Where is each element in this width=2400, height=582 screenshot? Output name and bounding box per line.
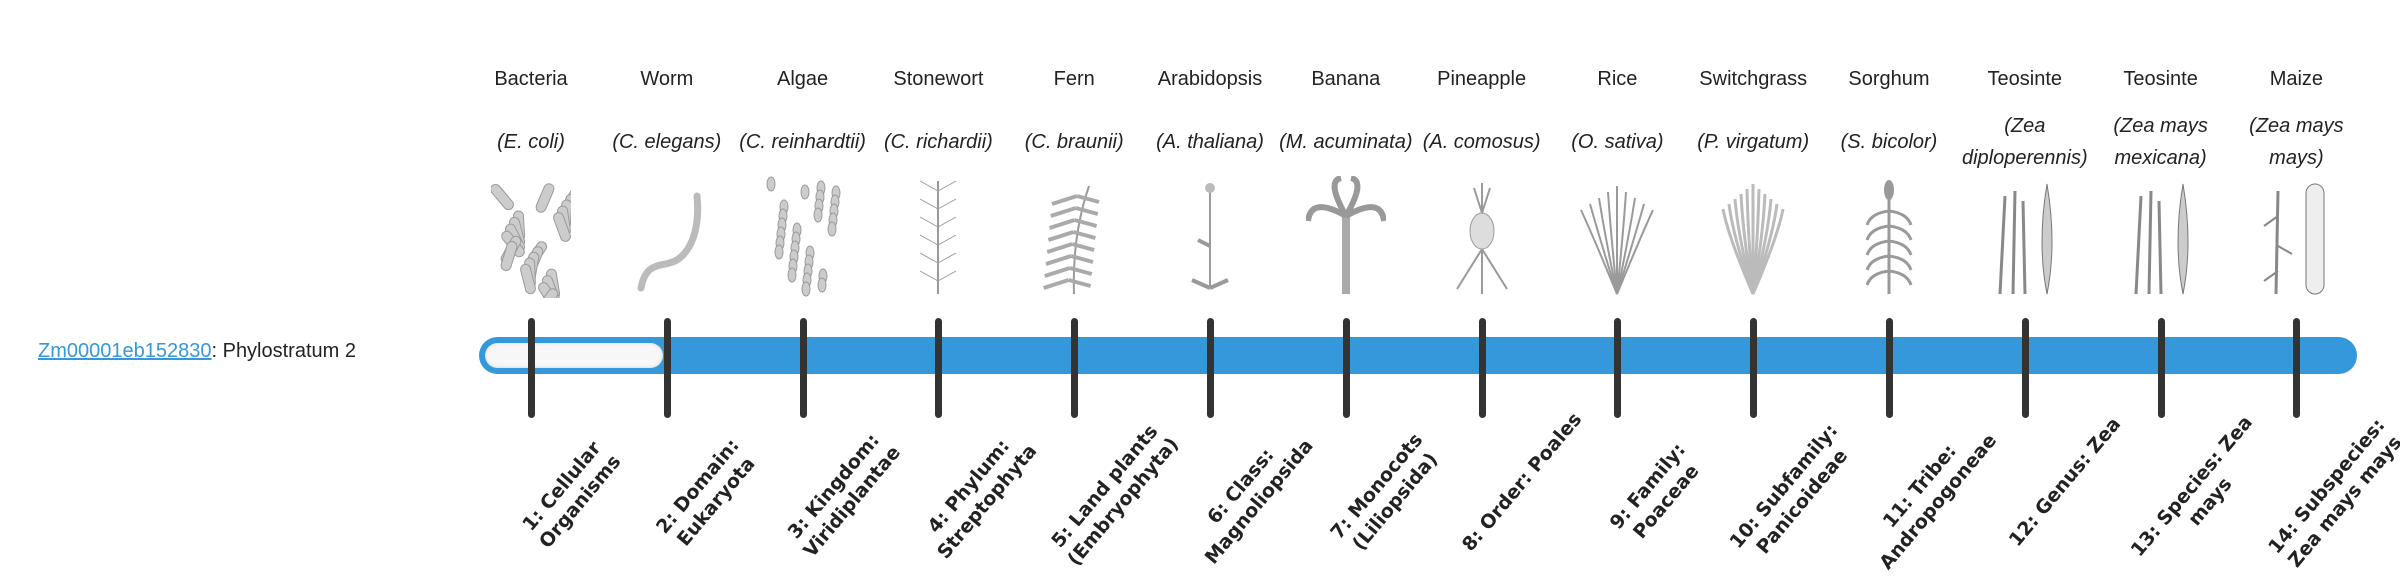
organism-species-name: (C. braunii)	[1006, 110, 1142, 174]
gene-link[interactable]: Zm00001eb152830	[38, 340, 212, 362]
organism-common-name: Maize	[2269, 68, 2324, 90]
species-text: (P. virgatum)	[1697, 131, 1810, 153]
stonewort-icon	[870, 176, 1006, 298]
stratum-tick	[2021, 318, 2029, 418]
organism-common-name: Bacteria	[494, 68, 568, 90]
stratum-tick	[1614, 318, 1622, 418]
stratum-label: 2: Domain: Eukaryota	[651, 434, 760, 551]
organism-species-name: (C. elegans)	[599, 110, 735, 174]
bacteria-icon	[463, 176, 599, 298]
stratum-label: 14: Subspecies: Zea mays mays	[2264, 414, 2400, 572]
teosinte-mexicana-icon	[2093, 176, 2229, 298]
phylostratum-text: : Phylostratum 2	[211, 340, 356, 362]
species-text: (C. reinhardtii)	[739, 131, 866, 153]
organism-common-name: Sorghum	[1848, 68, 1930, 90]
stratum-label: 5: Land plants (Embryophyta)	[1047, 420, 1184, 571]
stratum-tick	[799, 318, 807, 418]
species-text: (Zea mays mays)	[2249, 115, 2344, 169]
species-text: (Zea mays mexicana)	[2113, 115, 2208, 169]
organism-species-name: (O. sativa)	[1549, 110, 1685, 174]
worm-icon	[599, 176, 735, 298]
species-text: (A. comosus)	[1422, 131, 1541, 153]
organism-common-name: Stonewort	[893, 68, 984, 90]
stratum-tick	[1071, 318, 1079, 418]
organism-species-name: (Zea mays mexicana)	[2093, 110, 2229, 174]
organism-species-name: (M. acuminata)	[1278, 110, 1414, 174]
teosinte-icon	[1957, 176, 2093, 298]
species-text: (S. bicolor)	[1840, 131, 1938, 153]
fern-icon	[1006, 176, 1142, 298]
stratum-label: 3: Kingdom: Viridiplantae	[783, 429, 905, 562]
gene-heading: Zm00001eb152830: Phylostratum 2	[38, 340, 356, 363]
stratum-label: 1: Cellular Organisms	[518, 437, 626, 553]
stratum-label: 9: Family: Poaceae	[1606, 439, 1704, 544]
stratum-tick	[1750, 318, 1758, 418]
organism-common-name: Arabidopsis	[1157, 68, 1263, 90]
arabidopsis-icon	[1142, 176, 1278, 298]
species-text: (O. sativa)	[1571, 131, 1664, 153]
species-text: (A. thaliana)	[1156, 131, 1264, 153]
stratum-label: 10: Subfamily: Panicoideae	[1725, 419, 1853, 559]
species-text: (C. elegans)	[612, 131, 722, 153]
species-text: (E. coli)	[497, 131, 565, 153]
organism-common-name: Teosinte	[2123, 68, 2198, 90]
algae-icon	[735, 176, 871, 298]
organism-common-name: Switchgrass	[1699, 68, 1808, 90]
stratum-tick	[663, 318, 671, 418]
stratum-tick	[2157, 318, 2165, 418]
stratum-tick	[1478, 318, 1486, 418]
organism-species-name: (Zea diploperennis)	[1957, 110, 2093, 174]
stratum-tick	[1342, 318, 1350, 418]
stratum-tick	[1207, 318, 1214, 418]
organism-species-name: (C. richardii)	[870, 110, 1006, 174]
phylostratum-fill	[485, 343, 663, 368]
species-text: (Zea diploperennis)	[1961, 115, 2088, 169]
organism-species-name: (A. thaliana)	[1142, 110, 1278, 174]
stratum-tick	[528, 318, 535, 418]
maize-icon	[2228, 176, 2364, 298]
organism-common-name: Teosinte	[1987, 68, 2063, 90]
organism-common-name: Worm	[640, 68, 694, 90]
stratum-tick	[935, 318, 943, 418]
organism-common-name: Pineapple	[1437, 68, 1527, 90]
organism-species-name: (C. reinhardtii)	[735, 110, 871, 174]
organism-species-name: (S. bicolor)	[1821, 110, 1957, 174]
organism-species-name: (P. virgatum)	[1685, 110, 1821, 174]
stratum-label: 6: Class: Magnoliopsida	[1200, 434, 1318, 569]
pineapple-icon	[1414, 176, 1550, 298]
organism-common-name: Fern	[1053, 68, 1095, 90]
species-text: (C. braunii)	[1024, 131, 1124, 153]
phylostratum-bar	[479, 337, 2357, 374]
sorghum-icon	[1821, 176, 1957, 298]
stratum-label: 13: Species: Zea mays	[2126, 411, 2257, 561]
stratum-label: 12: Genus: Zea	[2004, 413, 2126, 551]
species-text: (C. richardii)	[883, 131, 993, 153]
stratum-tick	[1886, 318, 1893, 418]
organism-common-name: Banana	[1311, 68, 1381, 90]
organism-species-name: (A. comosus)	[1414, 110, 1550, 174]
rice-icon	[1549, 176, 1685, 298]
stratum-label: 7: Monocots (Liliopsida)	[1326, 429, 1442, 555]
organism-common-name: Rice	[1597, 68, 1638, 90]
organism-species-name: (E. coli)	[463, 110, 599, 174]
banana-icon	[1278, 176, 1414, 298]
switchgrass-icon	[1685, 176, 1821, 298]
stratum-tick	[2293, 318, 2301, 418]
species-text: (M. acuminata)	[1279, 131, 1413, 153]
stratum-label: 4: Phylum: Streptophyta	[923, 435, 1042, 564]
stratum-label: 8: Order: Poales	[1457, 408, 1586, 556]
organism-common-name: Algae	[777, 68, 829, 90]
organism-species-name: (Zea mays mays)	[2228, 110, 2364, 174]
stratum-label: 11: Tribe: Andropogoneae	[1875, 429, 2002, 574]
